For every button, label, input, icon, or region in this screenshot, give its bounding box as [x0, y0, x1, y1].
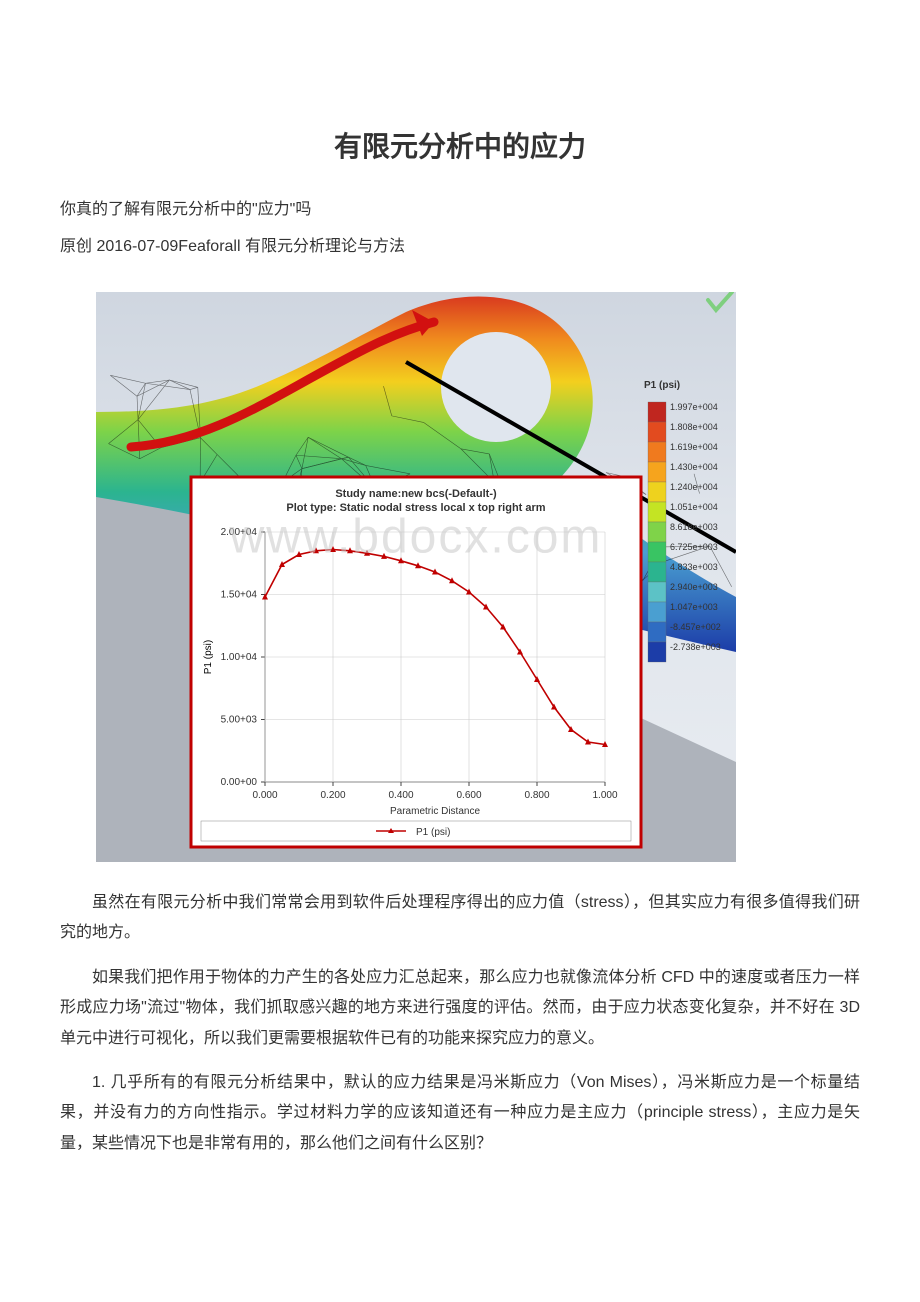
- svg-text:0.600: 0.600: [456, 790, 481, 801]
- svg-text:Parametric Distance: Parametric Distance: [390, 806, 480, 817]
- svg-text:1.997e+004: 1.997e+004: [670, 402, 718, 412]
- svg-text:2.00+04: 2.00+04: [221, 527, 258, 538]
- svg-text:1.50+04: 1.50+04: [221, 589, 258, 600]
- paragraph-2: 如果我们把作用于物体的力产生的各处应力汇总起来，那么应力也就像流体分析 CFD …: [60, 963, 860, 1054]
- svg-text:1.047e+003: 1.047e+003: [670, 602, 718, 612]
- svg-text:1.051e+004: 1.051e+004: [670, 502, 718, 512]
- fea-figure: P1 (psi) 1.997e+004 1.808e+004 1.619e+004 1.…: [96, 292, 736, 862]
- svg-text:1.000: 1.000: [592, 790, 617, 801]
- svg-text:1.00+04: 1.00+04: [221, 652, 258, 663]
- svg-text:0.00+00: 0.00+00: [221, 777, 258, 788]
- svg-text:0.200: 0.200: [320, 790, 345, 801]
- svg-text:2.940e+003: 2.940e+003: [670, 582, 718, 592]
- doc-title: 有限元分析中的应力: [60, 120, 860, 173]
- svg-text:-2.738e+003: -2.738e+003: [670, 642, 721, 652]
- paragraph-3: 1. 几乎所有的有限元分析结果中，默认的应力结果是冯米斯应力（Von Mises…: [60, 1068, 860, 1159]
- svg-text:1.240e+004: 1.240e+004: [670, 482, 718, 492]
- svg-text:P1 (psi): P1 (psi): [644, 380, 680, 391]
- svg-text:Study name:new bcs(-Default-): Study name:new bcs(-Default-): [335, 488, 497, 500]
- svg-text:-8.457e+002: -8.457e+002: [670, 622, 721, 632]
- svg-text:1.808e+004: 1.808e+004: [670, 422, 718, 432]
- svg-text:6.725e+003: 6.725e+003: [670, 542, 718, 552]
- svg-text:P1 (psi): P1 (psi): [416, 827, 450, 838]
- svg-text:0.000: 0.000: [252, 790, 277, 801]
- svg-text:0.400: 0.400: [388, 790, 413, 801]
- svg-text:5.00+03: 5.00+03: [221, 714, 258, 725]
- svg-text:1.619e+004: 1.619e+004: [670, 442, 718, 452]
- svg-text:8.618e+003: 8.618e+003: [670, 522, 718, 532]
- doc-subtitle: 你真的了解有限元分析中的"应力"吗: [60, 195, 860, 225]
- svg-text:0.800: 0.800: [524, 790, 549, 801]
- svg-text:Plot type: Static nodal stress: Plot type: Static nodal stress local x t…: [286, 502, 545, 514]
- paragraph-1: 虽然在有限元分析中我们常常会用到软件后处理程序得出的应力值（stress），但其…: [60, 888, 860, 949]
- svg-text:4.833e+003: 4.833e+003: [670, 562, 718, 572]
- svg-text:P1 (psi): P1 (psi): [203, 640, 214, 674]
- doc-byline: 原创 2016-07-09Feaforall 有限元分析理论与方法: [60, 232, 860, 262]
- svg-text:1.430e+004: 1.430e+004: [670, 462, 718, 472]
